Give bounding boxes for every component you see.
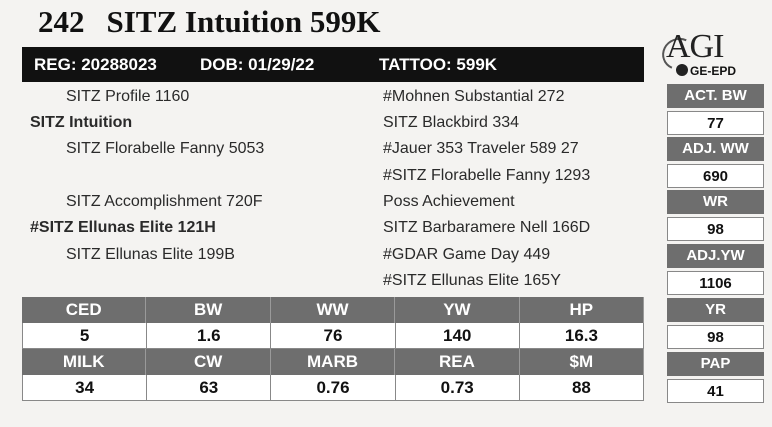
epd-header-bw: BW (146, 297, 271, 323)
epd-header-rea: REA (395, 349, 520, 375)
epd-header-ced: CED (22, 297, 147, 323)
epd-value-bw: 1.6 (147, 323, 272, 349)
adj-ww-label: ADJ. WW (667, 137, 764, 161)
lot-number: 242 (38, 4, 85, 39)
epd-value-ced: 5 (22, 323, 148, 349)
dam-sire-sire: Poss Achievement (383, 193, 515, 210)
epd-value-yw: 140 (395, 323, 520, 349)
pap-value: 41 (667, 379, 764, 403)
epd-header-yw: YW (395, 297, 520, 323)
sire-sire: SITZ Profile 1160 (66, 88, 190, 105)
reg-number: REG: 20288023 (34, 55, 157, 74)
adj-yw-label: ADJ.YW (667, 244, 764, 268)
animal-name: SITZ Intuition 599K (106, 4, 381, 39)
epd-header-row-2: MILK CW MARB REA $M (22, 349, 645, 375)
epd-value-hp: 16.3 (519, 323, 645, 349)
pap-label: PAP (667, 352, 764, 376)
epd-value-row-1: 5 1.6 76 140 16.3 (22, 323, 645, 349)
adj-yw-value: 1106 (667, 271, 764, 295)
epd-header-cw: CW (146, 349, 271, 375)
wr-value: 98 (667, 217, 764, 241)
registration-bar: REG: 20288023 DOB: 01/29/22 TATTOO: 599K (22, 47, 644, 82)
act-bw-label: ACT. BW (667, 84, 764, 108)
epd-header-row-1: CED BW WW YW HP (22, 297, 645, 323)
sire-dam-sire: #Jauer 353 Traveler 589 27 (383, 140, 579, 157)
dam-dam-sire: #GDAR Game Day 449 (383, 246, 551, 263)
dam-sire-dam: SITZ Barbaramere Nell 166D (383, 219, 591, 236)
sire-dam: SITZ Florabelle Fanny 5053 (66, 140, 265, 157)
wr-label: WR (667, 190, 764, 214)
sire-sire-sire: #Mohnen Substantial 272 (383, 88, 565, 105)
epd-header-hp: HP (519, 297, 645, 323)
yr-value: 98 (667, 325, 764, 349)
dam-sire: SITZ Accomplishment 720F (66, 193, 263, 210)
epd-value-row-2: 34 63 0.76 0.73 88 (22, 375, 645, 401)
epd-header-ww: WW (270, 297, 396, 323)
epd-value-rea: 0.73 (395, 375, 520, 401)
sire-sire-dam: SITZ Blackbird 334 (383, 114, 520, 131)
adj-ww-value: 690 (667, 164, 764, 188)
tattoo: TATTOO: 599K (379, 55, 498, 74)
logo-dot-icon (676, 64, 688, 76)
dam-dam: SITZ Ellunas Elite 199B (66, 246, 235, 263)
dam: #SITZ Ellunas Elite 121H (30, 219, 216, 236)
logo-text: AGI (666, 28, 724, 65)
agi-logo: AGI GE-EPD (657, 28, 770, 78)
epd-grid: CED BW WW YW HP 5 1.6 76 140 16.3 MILK C… (22, 297, 645, 401)
epd-header-milk: MILK (22, 349, 147, 375)
dob: DOB: 01/29/22 (200, 55, 315, 74)
epd-value-marb: 0.76 (271, 375, 396, 401)
epd-value-milk: 34 (22, 375, 148, 401)
epd-value-ww: 76 (271, 323, 396, 349)
logo-subtext: GE-EPD (690, 64, 737, 78)
epd-header-m: $M (519, 349, 645, 375)
dam-dam-dam: #SITZ Ellunas Elite 165Y (383, 272, 561, 289)
yr-label: YR (667, 298, 764, 322)
sire: SITZ Intuition (30, 114, 133, 131)
epd-value-m: 88 (519, 375, 645, 401)
epd-value-cw: 63 (147, 375, 272, 401)
act-bw-value: 77 (667, 111, 764, 135)
sire-dam-dam: #SITZ Florabelle Fanny 1293 (383, 167, 591, 184)
lot-title: 242 SITZ Intuition 599K (38, 4, 380, 40)
epd-header-marb: MARB (270, 349, 396, 375)
